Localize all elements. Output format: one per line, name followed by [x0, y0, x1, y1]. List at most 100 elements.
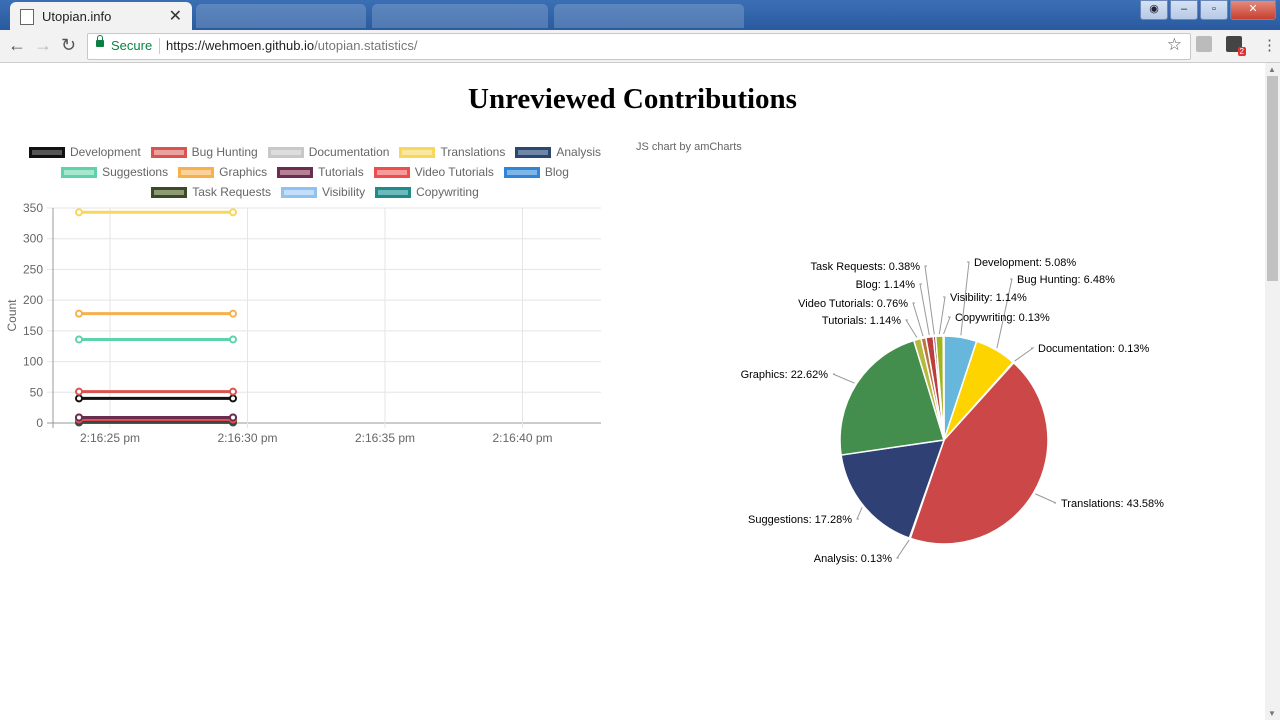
pie-label: Translations: 43.58%	[1061, 498, 1164, 510]
legend-item[interactable]: Translations	[399, 145, 505, 159]
scrollbar-thumb[interactable]	[1267, 76, 1278, 281]
data-point[interactable]	[229, 413, 237, 422]
data-point[interactable]	[229, 387, 237, 396]
legend-item[interactable]: Graphics	[178, 165, 267, 179]
data-point[interactable]	[229, 335, 237, 344]
data-point[interactable]	[229, 309, 237, 318]
pie-label: Visibility: 1.14%	[950, 292, 1027, 304]
data-point[interactable]	[75, 309, 83, 318]
legend-item[interactable]: Suggestions	[61, 165, 168, 179]
pie-label: Task Requests: 0.38%	[811, 261, 921, 273]
user-icon[interactable]: ◉	[1140, 0, 1168, 20]
window-controls: ◉ – ▫ ✕	[1138, 0, 1276, 20]
y-axis-label: Count	[5, 299, 19, 332]
maximize-button[interactable]: ▫	[1200, 0, 1228, 20]
extension-icon[interactable]	[1196, 36, 1212, 52]
data-point[interactable]	[75, 394, 83, 403]
y-tick-label: 0	[36, 416, 43, 430]
legend-item[interactable]: Development	[28, 145, 141, 159]
data-point[interactable]	[75, 387, 83, 396]
pie-leader-line	[996, 278, 1013, 349]
vertical-scrollbar[interactable]: ▲ ▼	[1265, 63, 1280, 720]
legend-item[interactable]: Tutorials	[277, 165, 364, 179]
data-point[interactable]	[229, 208, 237, 217]
browser-toolbar: ← → ↻ Secure https://wehmoen.github.io/u…	[0, 30, 1280, 63]
pie-leader-line	[856, 507, 863, 520]
close-tab-icon[interactable]: ✕	[168, 8, 182, 25]
legend-label: Documentation	[308, 145, 390, 159]
close-window-button[interactable]: ✕	[1230, 0, 1276, 20]
legend-item[interactable]: Bug Hunting	[150, 145, 258, 159]
legend-item[interactable]: Documentation	[267, 145, 390, 159]
legend-swatch	[280, 186, 317, 198]
legend-swatch	[150, 146, 187, 158]
amcharts-credit-link[interactable]: JS chart by amCharts	[636, 141, 742, 153]
pie-leader-line	[832, 373, 855, 384]
pie-label: Graphics: 22.62%	[741, 369, 829, 381]
x-tick-label: 2:16:25 pm	[80, 431, 140, 445]
pie-label: Development: 5.08%	[974, 257, 1076, 269]
data-point[interactable]	[75, 335, 83, 344]
pie-label: Copywriting: 0.13%	[955, 312, 1050, 324]
page-icon	[20, 9, 34, 25]
forward-icon[interactable]: →	[34, 35, 52, 55]
legend-swatch	[267, 146, 304, 158]
legend-swatch	[28, 146, 65, 158]
tab-title: Utopian.info	[42, 9, 112, 24]
pie-leader-line	[919, 283, 930, 336]
legend-label: Visibility	[321, 185, 366, 199]
legend-label: Bug Hunting	[191, 145, 258, 159]
address-bar[interactable]: Secure https://wehmoen.github.io/utopian…	[87, 33, 1191, 60]
pie-label: Analysis: 0.13%	[814, 553, 892, 565]
browser-tab[interactable]: Utopian.info ✕	[10, 2, 192, 30]
legend-row: Suggestions Graphics Tutorials Video Tutori…	[0, 165, 630, 179]
data-point[interactable]	[229, 394, 237, 403]
legend-swatch	[61, 166, 98, 178]
pie-label: Documentation: 0.13%	[1038, 343, 1150, 355]
data-point[interactable]	[75, 413, 83, 422]
data-point[interactable]	[75, 208, 83, 217]
legend-item[interactable]: Task Requests	[151, 185, 271, 199]
legend-row: Task Requests Visibility Copywriting	[0, 185, 630, 199]
secure-label: Secure	[111, 38, 153, 53]
legend-item[interactable]: Analysis	[515, 145, 601, 159]
pie-slice[interactable]	[840, 439, 946, 540]
legend-item[interactable]: Visibility	[280, 185, 366, 199]
pie-slice[interactable]	[942, 335, 945, 441]
legend-label: Copywriting	[416, 185, 479, 199]
legend-swatch	[151, 186, 188, 198]
bookmark-star-icon[interactable]: ☆	[1166, 35, 1182, 54]
line-chart: 350 300 250 200 150 100 50 0 Count 2:16:25 pm 2:16…	[5, 201, 601, 445]
background-tab[interactable]	[196, 4, 366, 28]
legend-swatch	[178, 166, 215, 178]
minimize-button[interactable]: –	[1170, 0, 1198, 20]
y-tick-label: 150	[23, 324, 43, 338]
reload-icon[interactable]: ↻	[61, 35, 77, 55]
line-chart-legend: Development Bug Hunting Documentation Trans…	[0, 145, 630, 205]
extension-badge-icon[interactable]: 2	[1226, 36, 1246, 56]
legend-label: Suggestions	[102, 165, 169, 179]
lock-icon	[96, 35, 104, 47]
pie-leader-line	[1035, 493, 1057, 504]
pie-slice[interactable]	[839, 339, 945, 456]
pie-slice[interactable]	[909, 361, 1049, 545]
y-tick-label: 350	[23, 201, 43, 215]
background-tab[interactable]	[372, 4, 548, 28]
legend-item[interactable]: Blog	[503, 165, 569, 179]
legend-label: Blog	[544, 165, 569, 179]
legend-item[interactable]: Copywriting	[375, 185, 479, 199]
back-icon[interactable]: ←	[8, 35, 26, 55]
background-tab[interactable]	[554, 4, 744, 28]
scroll-up-icon[interactable]: ▲	[1268, 65, 1276, 74]
legend-swatch	[503, 166, 540, 178]
legend-label: Translations	[440, 145, 506, 159]
legend-label: Graphics	[219, 165, 268, 179]
y-tick-label: 250	[23, 262, 43, 276]
legend-item[interactable]: Video Tutorials	[373, 165, 494, 179]
menu-icon[interactable]: ⋮	[1262, 37, 1277, 54]
url-text[interactable]: https://wehmoen.github.io/utopian.statis…	[166, 38, 417, 53]
x-tick-label: 2:16:30 pm	[217, 431, 277, 445]
legend-label: Task Requests	[192, 185, 271, 199]
scroll-down-icon[interactable]: ▼	[1268, 709, 1276, 718]
pie-label: Video Tutorials: 0.76%	[798, 298, 908, 310]
